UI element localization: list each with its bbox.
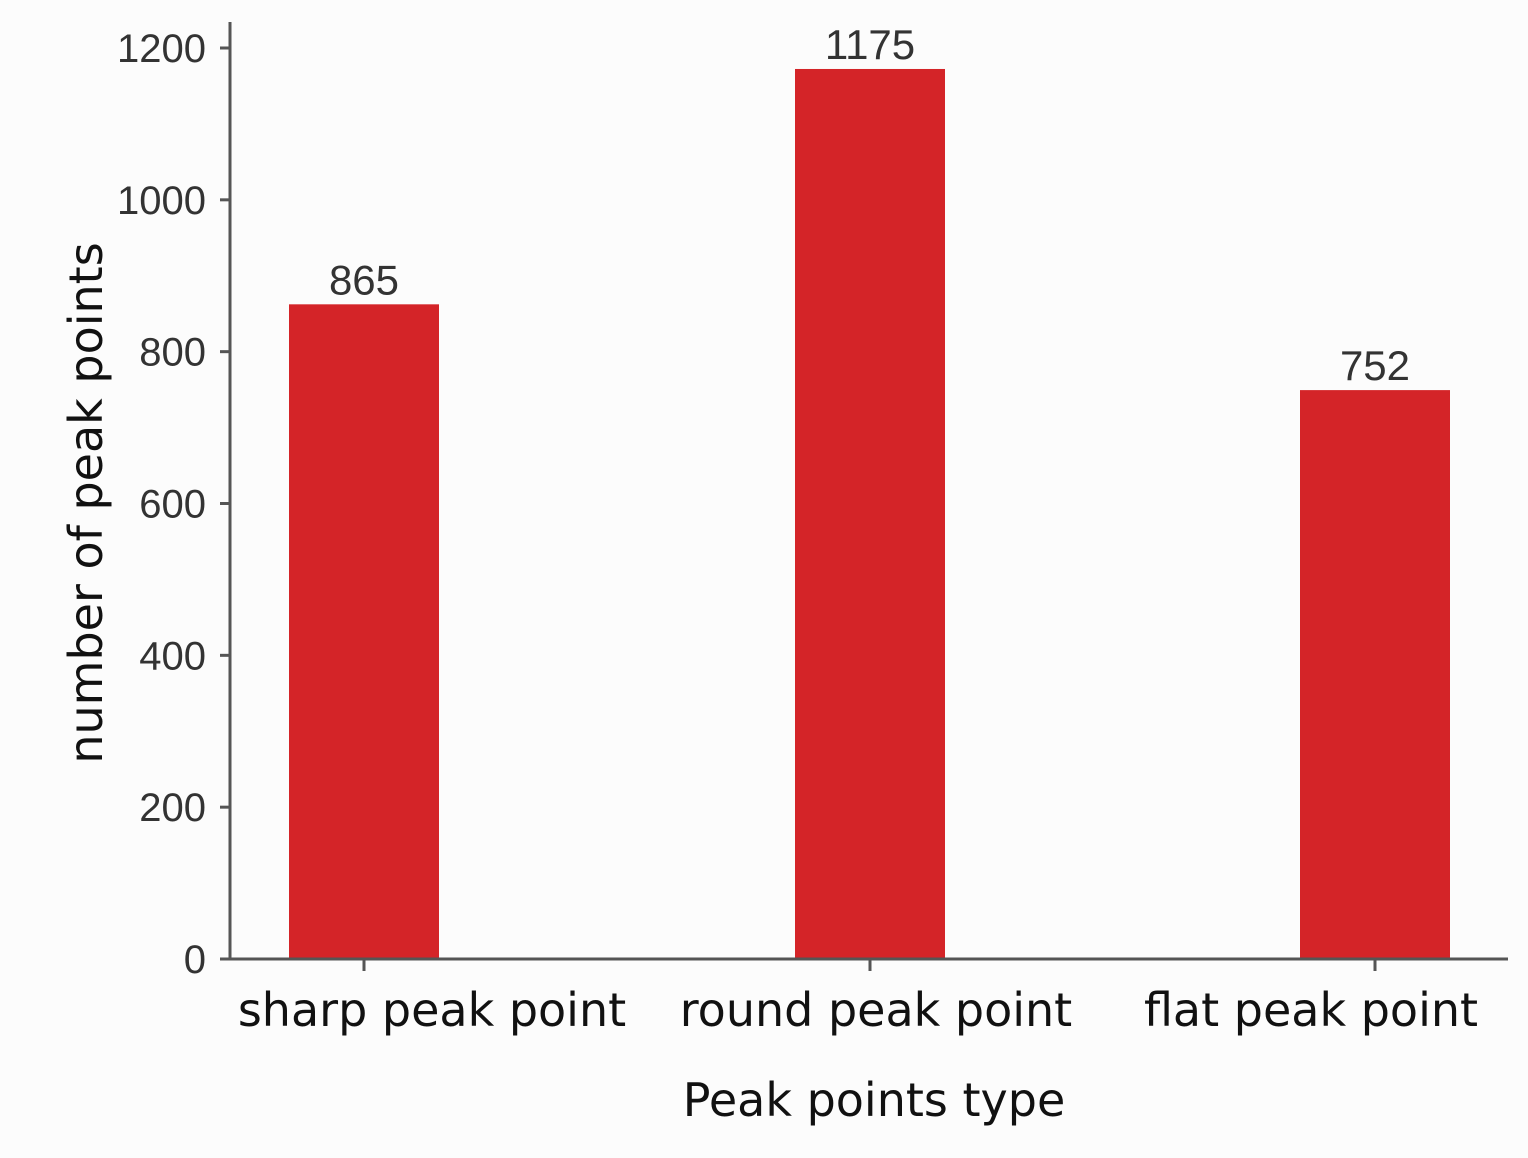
- x-tick-label: flat peak point: [1144, 983, 1478, 1037]
- x-tick-label: round peak point: [680, 983, 1072, 1037]
- y-tick-label: 400: [139, 634, 206, 678]
- bar-value-label: 1175: [825, 21, 915, 68]
- y-axis-ticks: 0 200 400 600 800 1000 1200: [117, 27, 230, 982]
- value-labels: 865 1175 752: [329, 21, 1410, 389]
- bars: [289, 68, 1450, 960]
- x-axis-title: Peak points type: [683, 1073, 1066, 1127]
- bar-value-label: 752: [1340, 342, 1410, 389]
- y-tick-label: 600: [139, 483, 206, 527]
- y-axis-title: number of peak points: [59, 242, 113, 763]
- bar: [289, 304, 439, 960]
- y-tick-label: 1200: [117, 27, 206, 71]
- y-tick-label: 0: [184, 938, 206, 982]
- bar-value-label: 865: [329, 256, 399, 303]
- bar: [795, 68, 945, 959]
- x-tick-label: sharp peak point: [238, 983, 626, 1037]
- bar: [1300, 390, 1450, 959]
- y-tick-label: 1000: [117, 179, 206, 223]
- x-axis-ticks: sharp peak point round peak point flat pea…: [238, 959, 1478, 1037]
- y-tick-label: 800: [139, 331, 206, 375]
- y-tick-label: 200: [139, 786, 206, 830]
